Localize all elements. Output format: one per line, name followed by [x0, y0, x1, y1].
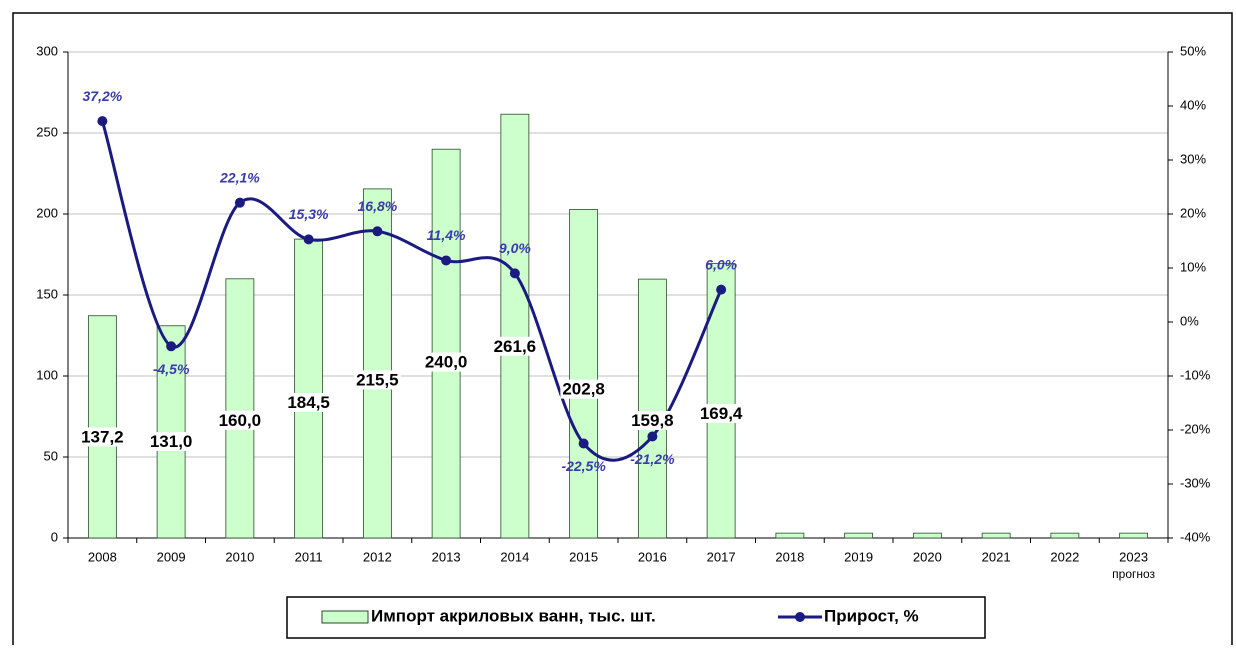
bar-value-label: 261,6	[494, 337, 537, 356]
bar-label-bg	[147, 431, 195, 451]
bar-label-bg	[629, 410, 676, 430]
x-tick-label: 2021	[982, 549, 1011, 564]
line-marker	[578, 438, 589, 449]
bar	[431, 148, 461, 539]
line-marker	[97, 116, 108, 127]
bar-value-label: 215,5	[356, 370, 399, 389]
line	[100, 120, 723, 462]
bar	[294, 238, 324, 539]
y-tick-label: 200	[36, 205, 58, 220]
y-tick-label: 50	[44, 448, 58, 463]
x-tick-label: 2009	[157, 549, 186, 564]
legend-box	[286, 596, 986, 639]
y-tick-label: 0	[51, 529, 58, 544]
line-value-label: -22,5%	[561, 458, 606, 474]
bar	[1050, 532, 1080, 539]
legend-swatch	[321, 610, 369, 624]
bar	[912, 532, 942, 539]
bar-value-label: 202,8	[562, 380, 605, 399]
x-tick-label: 2014	[500, 549, 529, 564]
y2-tick-label: 50%	[1180, 43, 1206, 58]
y-tick-label: 300	[36, 43, 58, 58]
x-tick-label: 2008	[88, 549, 117, 564]
bar	[500, 113, 530, 539]
line-value-label: -4,5%	[153, 361, 190, 377]
bar-label-bg	[560, 379, 607, 399]
y2-tick-label: 30%	[1180, 151, 1206, 166]
y2-tick-label: 20%	[1180, 205, 1206, 220]
x-tick-label: 2013	[432, 549, 461, 564]
bar-value-label: 169,4	[700, 404, 743, 423]
bar	[637, 278, 667, 539]
y2-tick-label: 10%	[1180, 259, 1206, 274]
legend-marker	[795, 612, 805, 622]
bar-label-bg	[216, 410, 264, 430]
line-value-label: 22,1%	[219, 169, 260, 185]
x-tick-label: 2023	[1119, 549, 1148, 564]
line-value-label: -21,2%	[630, 451, 675, 467]
bar	[87, 315, 117, 539]
line-marker	[716, 284, 727, 295]
bar-value-label: 240,0	[425, 353, 468, 372]
bar	[569, 209, 599, 539]
line-marker	[372, 226, 383, 237]
bar	[844, 532, 874, 539]
y-tick-label: 250	[36, 124, 58, 139]
y2-tick-label: 0%	[1180, 313, 1199, 328]
legend-label: Прирост, %	[824, 606, 919, 625]
bar-label-bg	[285, 392, 332, 412]
bar-label-bg	[697, 403, 745, 423]
bar-value-label: 160,0	[219, 411, 262, 430]
line-marker	[234, 197, 245, 208]
bar-value-label: 159,8	[631, 411, 674, 430]
line-marker	[303, 234, 314, 245]
x-tick-label: 2015	[569, 549, 598, 564]
x-tick-label: 2017	[707, 549, 736, 564]
y2-tick-label: -40%	[1180, 529, 1211, 544]
y2-tick-label: -30%	[1180, 475, 1211, 490]
line-marker	[166, 341, 177, 352]
bar-label-bg	[491, 336, 539, 356]
bar-value-label: 131,0	[150, 432, 193, 451]
bar	[981, 532, 1011, 539]
y-tick-label: 100	[36, 367, 58, 382]
y2-tick-label: -20%	[1180, 421, 1211, 436]
y-tick-label: 150	[36, 286, 58, 301]
x-tick-label: 2018	[775, 549, 804, 564]
bar	[706, 263, 736, 539]
frame	[12, 12, 1233, 650]
line-marker	[647, 431, 658, 442]
bar-value-label: 137,2	[81, 427, 124, 446]
line-marker	[509, 268, 520, 279]
y2-tick-label: 40%	[1180, 97, 1206, 112]
bar-value-label: 184,5	[287, 393, 330, 412]
bar-label-bg	[422, 352, 470, 372]
x-tick-label: 2012	[363, 549, 392, 564]
x-tick-label: 2011	[295, 549, 323, 564]
bar	[362, 188, 392, 539]
line-value-label: 37,2%	[83, 88, 123, 104]
line-value-label: 16,8%	[358, 198, 398, 214]
bar	[775, 532, 805, 539]
legend-label: Импорт акриловых ванн, тыс. шт.	[371, 606, 656, 625]
bar	[1119, 532, 1149, 539]
line-value-label: 9,0%	[499, 240, 531, 256]
line-marker	[441, 255, 452, 266]
y2-tick-label: -10%	[1180, 367, 1211, 382]
x-tick-label: 2016	[638, 549, 667, 564]
bar-label-bg	[354, 370, 401, 390]
line-value-label: 6,0%	[705, 256, 737, 272]
bar	[225, 278, 255, 539]
x-tick-label: 2019	[844, 549, 873, 564]
x-tick-label: 2010	[225, 549, 254, 564]
x-tick-label: 2020	[913, 549, 942, 564]
bar	[156, 325, 186, 539]
line-value-label: 15,3%	[289, 206, 329, 222]
line-value-label: 11,4%	[427, 227, 466, 243]
x-note: прогноз	[1112, 567, 1155, 581]
bar-label-bg	[79, 427, 126, 447]
x-tick-label: 2022	[1050, 549, 1079, 564]
